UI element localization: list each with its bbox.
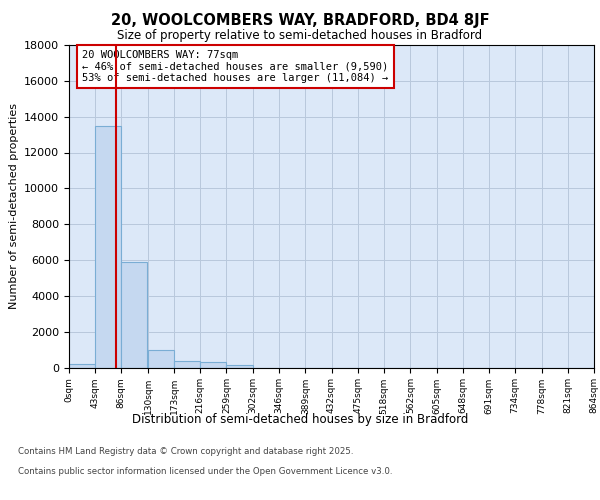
Text: Size of property relative to semi-detached houses in Bradford: Size of property relative to semi-detach… <box>118 29 482 42</box>
Text: Contains HM Land Registry data © Crown copyright and database right 2025.: Contains HM Land Registry data © Crown c… <box>18 448 353 456</box>
Text: 20 WOOLCOMBERS WAY: 77sqm
← 46% of semi-detached houses are smaller (9,590)
53% : 20 WOOLCOMBERS WAY: 77sqm ← 46% of semi-… <box>82 50 388 83</box>
Bar <box>174 361 200 368</box>
Bar <box>148 350 174 368</box>
Text: Contains public sector information licensed under the Open Government Licence v3: Contains public sector information licen… <box>18 468 392 476</box>
Bar <box>69 364 95 368</box>
Bar <box>95 126 121 368</box>
Text: 20, WOOLCOMBERS WAY, BRADFORD, BD4 8JF: 20, WOOLCOMBERS WAY, BRADFORD, BD4 8JF <box>110 12 490 28</box>
Bar <box>200 362 226 368</box>
Y-axis label: Number of semi-detached properties: Number of semi-detached properties <box>8 104 19 309</box>
Bar <box>226 365 253 368</box>
Bar <box>121 262 148 368</box>
Text: Distribution of semi-detached houses by size in Bradford: Distribution of semi-detached houses by … <box>132 412 468 426</box>
